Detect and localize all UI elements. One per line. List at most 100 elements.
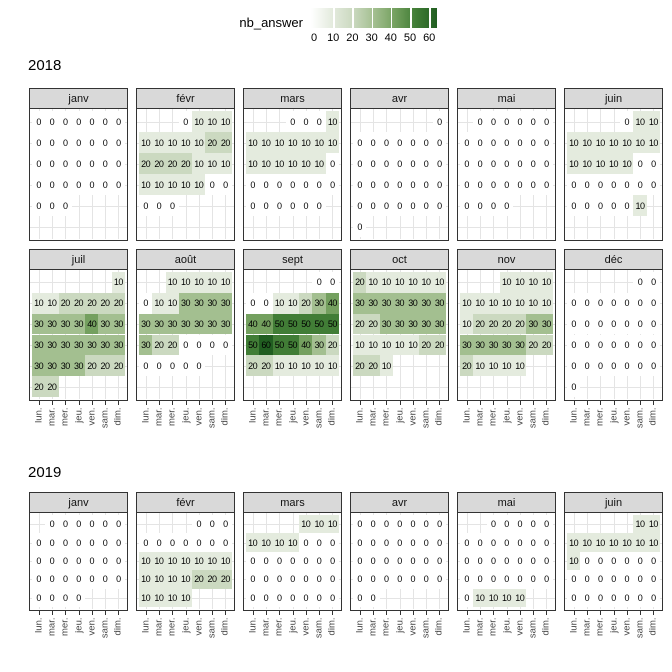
day-cell: 0: [419, 153, 433, 174]
axis-day-label: dim.: [540, 407, 552, 425]
day-cell: 0: [620, 195, 634, 216]
day-cell: 0: [513, 111, 527, 132]
axis-day-label: jeu.: [394, 617, 405, 633]
day-cell: 10: [192, 551, 206, 571]
day-cell: 0: [526, 533, 540, 552]
day-cell: 20: [58, 292, 72, 314]
day-cell: 10: [406, 272, 420, 293]
axis-tick: [279, 401, 281, 405]
legend-title: nb_answer: [239, 15, 303, 30]
day-cell: 10: [285, 355, 300, 377]
day-cell: 0: [299, 111, 313, 132]
day-cell: 20: [246, 355, 260, 377]
day-cell: 30: [58, 334, 72, 356]
day-cell: 10: [567, 153, 581, 174]
day-cell: 10: [499, 272, 514, 293]
month-plot: 10 10 10 10 10 10 10 10 10 10 0 0 0 0 0 0 0 0 0 0 0 0 0 0 0 0 0 0 0 0: [565, 513, 662, 609]
axis-day-label: jeu.: [73, 617, 84, 633]
day-cell: 10: [165, 292, 179, 314]
axis-tick: [626, 611, 628, 615]
axis-tick: [573, 611, 575, 615]
month-panel: nov 10 10 10 10 10 10 10 10 10 10 10 10 20 20 20 20 30 30 3…: [457, 249, 556, 401]
legend-tick-label: 40: [384, 32, 397, 44]
axis-tick: [519, 611, 521, 615]
day-cell: 0: [45, 174, 59, 195]
day-cell: 30: [499, 334, 514, 356]
month-panel: févr 0 10 10 10 10 10 10 10 10 20 20 20 20 20 20 10 10 10 1…: [136, 88, 235, 241]
day-cell: 0: [593, 313, 607, 335]
day-cell: 20: [366, 313, 380, 335]
day-cell: 0: [285, 588, 300, 607]
day-cell: 20: [85, 292, 99, 314]
axis-tick: [586, 611, 588, 615]
day-cell: 20: [218, 570, 232, 589]
axis-tick: [65, 401, 67, 405]
day-cell: 0: [285, 111, 300, 132]
gridline: [30, 226, 127, 228]
day-cell: 20: [32, 376, 46, 397]
axis-day-label: ven.: [514, 407, 526, 425]
day-cell: 0: [353, 551, 367, 571]
axis-day-label: sam.: [313, 407, 325, 428]
day-cell: 10: [205, 111, 219, 132]
axis-tick: [479, 611, 481, 615]
day-cell: 20: [353, 355, 367, 377]
axis-tick: [292, 401, 294, 405]
day-cell: 0: [633, 153, 647, 174]
day-cell: 0: [178, 355, 193, 377]
axis-tick: [519, 401, 521, 405]
day-cell: 10: [366, 334, 380, 356]
day-cell: 20: [419, 334, 433, 356]
month-strip-label: janv: [30, 493, 127, 513]
axis-tick: [51, 611, 53, 615]
day-cell: 0: [58, 533, 72, 552]
day-cell: 0: [85, 515, 99, 534]
day-cell: 0: [325, 153, 339, 174]
month-plot: 0 0 0 0 0 0 0 0 0 0 10 10 10 10 10 10 10 10 10 10 10 20 20 20 10…: [137, 513, 234, 609]
axis-day-label: sam.: [527, 617, 539, 638]
day-cell: 0: [45, 111, 59, 132]
day-cell: 0: [85, 111, 99, 132]
month-strip-label: mars: [244, 493, 341, 513]
day-cell: 0: [366, 153, 380, 174]
day-cell: 0: [499, 111, 514, 132]
day-cell: 30: [165, 313, 179, 335]
gridline: [565, 282, 662, 284]
day-cell: 0: [646, 588, 660, 607]
gridline: [137, 386, 234, 388]
day-cell: 0: [58, 515, 72, 534]
axis-tick: [466, 401, 468, 405]
day-cell: 30: [205, 313, 219, 335]
day-cell: 0: [85, 551, 99, 571]
day-cell: 0: [353, 195, 367, 216]
day-cell: 0: [620, 174, 634, 195]
axis-day-label: dim.: [433, 617, 445, 635]
axis-tick: [493, 611, 495, 615]
day-cell: 0: [499, 195, 514, 216]
day-cell: 0: [312, 272, 326, 293]
day-cell: 40: [85, 313, 99, 335]
day-cell: 10: [379, 334, 393, 356]
axis-day-label: jeu.: [180, 617, 191, 633]
gridline: [244, 226, 341, 228]
axis-day-label: dim.: [112, 617, 124, 635]
month-strip-label: mai: [458, 493, 555, 513]
day-cell: 0: [259, 551, 273, 571]
day-cell: 0: [98, 174, 112, 195]
day-cell: 0: [325, 551, 339, 571]
axis-day-label: mar.: [581, 617, 593, 636]
day-cell: 0: [299, 570, 313, 589]
day-cell: 30: [32, 313, 46, 335]
axis-day-label: mar.: [153, 407, 165, 426]
day-cell: 20: [45, 376, 59, 397]
day-cell: 50: [285, 313, 300, 335]
day-cell: 0: [432, 195, 446, 216]
day-cell: 0: [620, 292, 634, 314]
day-cell: 10: [646, 533, 660, 552]
day-cell: 0: [353, 216, 367, 237]
day-cell: 0: [606, 551, 621, 571]
day-cell: 0: [32, 111, 46, 132]
axis-day-label: mar.: [474, 617, 486, 636]
